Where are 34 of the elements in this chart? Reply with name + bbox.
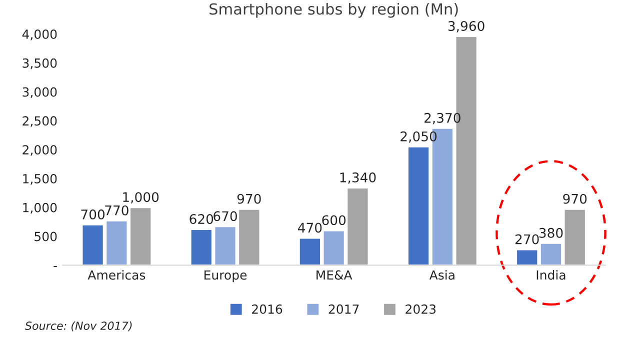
legend-label: 2017 bbox=[328, 304, 359, 314]
text: 3,960 bbox=[448, 20, 484, 32]
y-tick-label: 4,000 bbox=[22, 29, 57, 40]
text: 270 bbox=[515, 234, 539, 244]
x-tick-label: ME&A bbox=[316, 270, 352, 280]
text: 620 bbox=[190, 214, 214, 224]
text: 470 bbox=[298, 222, 322, 233]
x-tick-label: Europe bbox=[204, 270, 247, 282]
y-tick-label: 2,000 bbox=[22, 145, 57, 156]
text: 970 bbox=[237, 194, 261, 204]
legend-label: 2016 bbox=[252, 304, 282, 314]
y-tick-label: 2,500 bbox=[22, 116, 57, 127]
text: 600 bbox=[322, 215, 346, 226]
x-tick-label: India bbox=[536, 270, 566, 280]
text: 970 bbox=[563, 194, 587, 204]
text: 380 bbox=[539, 228, 563, 238]
y-tick-label: 3,000 bbox=[22, 87, 57, 98]
x-tick-label: Asia bbox=[429, 270, 454, 280]
source-note: Source: (Nov 2017) bbox=[25, 321, 132, 332]
y-tick-label: 1,000 bbox=[23, 202, 57, 214]
legend-label: 2023 bbox=[406, 304, 436, 314]
y-tick-label: - bbox=[54, 266, 57, 268]
text: 770 bbox=[105, 205, 128, 216]
y-tick-label: 1,500 bbox=[23, 174, 57, 185]
x-tick-label: Americas bbox=[88, 270, 146, 280]
text: 670 bbox=[214, 211, 237, 222]
text: 2,370 bbox=[424, 112, 460, 124]
y-tick-label: 500 bbox=[34, 232, 57, 242]
text: 700 bbox=[81, 209, 105, 220]
chart-title: Smartphone subs by region (Mn) bbox=[210, 2, 458, 18]
y-tick-label: 3,500 bbox=[22, 58, 57, 70]
text: 1,000 bbox=[123, 192, 159, 204]
text: 1,340 bbox=[340, 172, 376, 184]
text: 2,050 bbox=[400, 131, 437, 143]
